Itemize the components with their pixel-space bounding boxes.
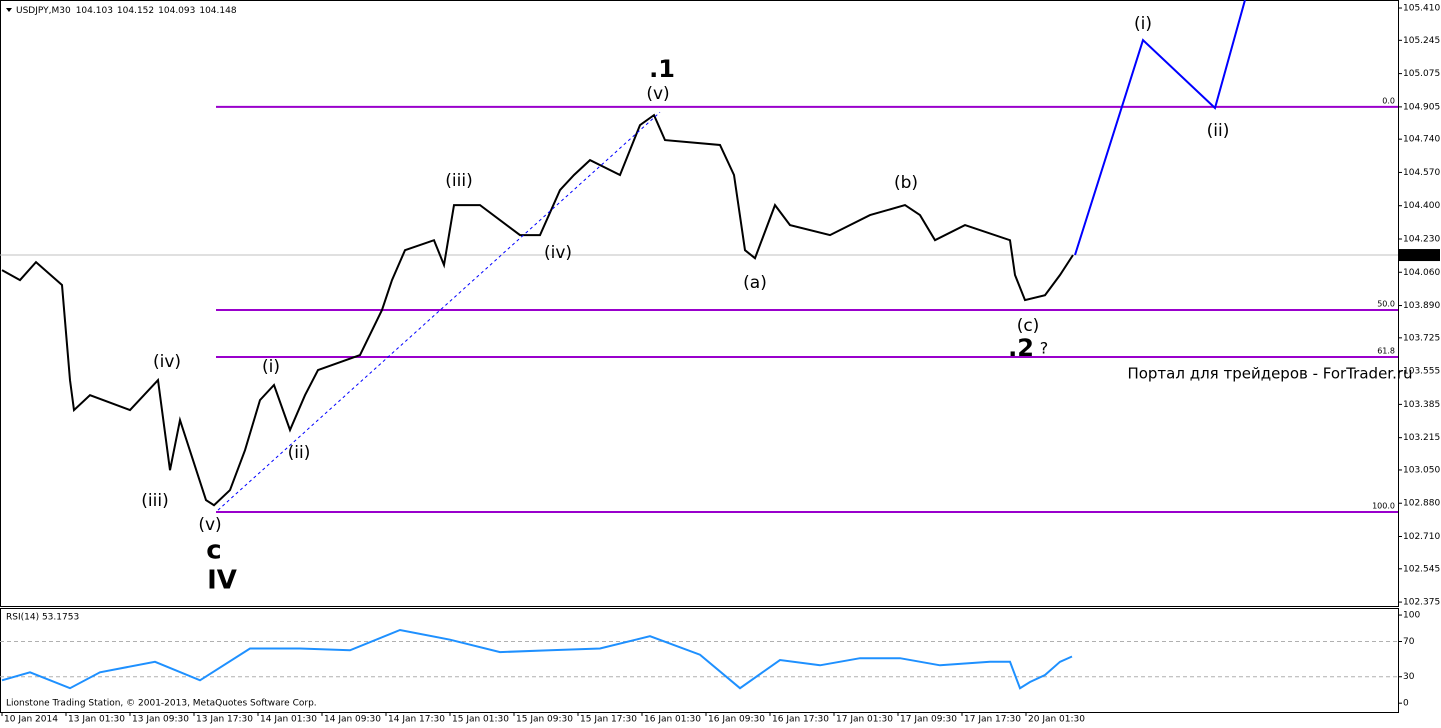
y-tick-label: 105.075 [1403,69,1440,79]
wave-label: .1 [649,55,675,83]
x-tick-label: 20 Jan 01:30 [1028,715,1085,725]
copyright: Lionstone Trading Station, © 2001-2013, … [6,699,317,709]
price-panel [0,0,1399,607]
fib-label: 100.0 [1372,502,1395,511]
x-tick-label: 13 Jan 09:30 [132,715,189,725]
fib-label: 50.0 [1377,300,1395,309]
x-tick-label: 14 Jan 17:30 [388,715,445,725]
wave-label: (ii) [1207,121,1230,141]
x-tick-label: 17 Jan 17:30 [964,715,1021,725]
y-tick-label: 103.890 [1403,301,1440,311]
wave-label: .2 [1008,334,1034,362]
x-tick-label: 10 Jan 2014 [4,715,58,725]
rsi-title: RSI(14) 53.1753 [6,613,79,623]
x-tick-label: 13 Jan 01:30 [68,715,125,725]
fib-label: 0.0 [1382,96,1395,105]
y-tick-label: 102.880 [1403,499,1440,509]
y-tick-label: 104.570 [1403,168,1440,178]
y-tick-label: 104.740 [1403,135,1440,145]
wave-label: (a) [743,273,767,293]
close: 104.148 [199,6,236,16]
header: USDJPY,M30 104.103 104.152 104.093 104.148 [16,6,237,16]
x-tick-label: 15 Jan 09:30 [516,715,573,725]
last-price-tag [1398,249,1440,262]
x-tick-label: 16 Jan 09:30 [708,715,765,725]
x-tick-label: 16 Jan 17:30 [772,715,829,725]
y-tick-label: 104.230 [1403,234,1440,244]
y-tick-label: 103.050 [1403,465,1440,475]
x-tick-label: 17 Jan 01:30 [836,715,893,725]
wave-label: (c) [1017,316,1040,336]
series-line [1,628,1073,690]
y-tick-label: 105.410 [1403,4,1440,14]
y-tick-label: 102.710 [1403,532,1440,542]
wave-label: (v) [198,515,221,535]
last-price-label: 104.148 [1402,251,1439,261]
high: 104.152 [117,6,154,16]
wave-label: c [206,536,221,566]
x-tick-label: 14 Jan 09:30 [324,715,381,725]
menu-arrow [6,8,12,12]
y-tick-label: 103.555 [1403,367,1440,377]
rsi-panel [0,608,1399,713]
series-line [1074,0,1246,256]
series-line [1,113,1074,507]
x-tick-label: 14 Jan 01:30 [260,715,317,725]
y-tick-label: 0 [1403,699,1409,709]
y-tick-label: 102.545 [1403,564,1440,574]
wave-label: (iii) [141,491,168,511]
x-tick-label: 16 Jan 01:30 [644,715,701,725]
low: 104.093 [158,6,195,16]
wave-label: (i) [262,357,280,377]
wave-label: (b) [894,173,918,193]
symbol: USDJPY,M30 [16,6,71,16]
y-tick-label: 103.215 [1403,433,1440,443]
y-tick-label: 104.060 [1403,268,1440,278]
wave-label: (iii) [445,171,472,191]
x-tick-label: 17 Jan 09:30 [900,715,957,725]
x-tick-label: 13 Jan 17:30 [196,715,253,725]
wave-label: IV [207,566,237,596]
wave-label: (ii) [288,443,311,463]
y-tick-label: 100 [1403,611,1420,621]
y-tick-label: 103.725 [1403,333,1440,343]
y-tick-label: 70 [1403,637,1415,647]
x-tick-label: 15 Jan 17:30 [580,715,637,725]
wave-label: Портал для трейдеров - ForTrader.ru [1127,365,1412,383]
wave-label: (iv) [544,243,572,263]
wave-label: (iv) [153,352,181,372]
y-tick-label: 30 [1403,672,1415,682]
y-tick-label: 104.400 [1403,201,1440,211]
x-tick-label: 15 Jan 01:30 [452,715,509,725]
y-tick-label: 105.245 [1403,36,1440,46]
wave-label: (v) [646,84,669,104]
y-tick-label: 104.905 [1403,102,1440,112]
wave-label: (i) [1134,14,1152,34]
fib-label: 61.8 [1377,347,1395,356]
y-tick-label: 102.375 [1403,598,1440,608]
open: 104.103 [76,6,113,16]
y-tick-label: 103.385 [1403,400,1440,410]
wave-label: ? [1040,339,1049,358]
